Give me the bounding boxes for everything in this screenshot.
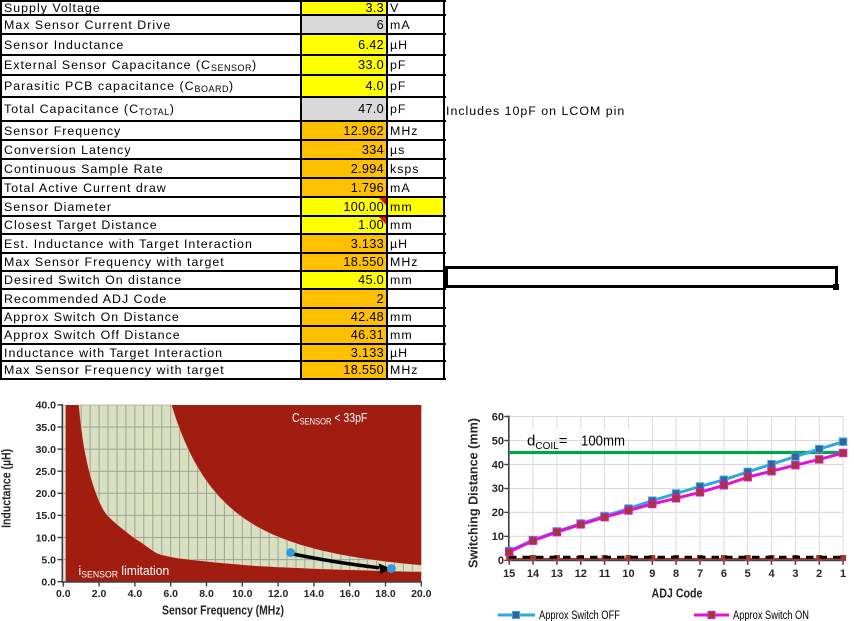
svg-text:9: 9 xyxy=(649,568,655,580)
svg-text:30.0: 30.0 xyxy=(36,444,57,456)
svg-text:40.0: 40.0 xyxy=(36,400,57,412)
svg-text:10.0: 10.0 xyxy=(36,532,57,544)
svg-text:1: 1 xyxy=(840,568,846,580)
svg-text:14: 14 xyxy=(527,568,540,580)
svg-text:16.0: 16.0 xyxy=(339,588,360,600)
svg-text:35.0: 35.0 xyxy=(36,422,57,434)
svg-text:40: 40 xyxy=(492,459,504,471)
svg-text:2: 2 xyxy=(816,568,822,580)
svg-text:Switching Distance (mm): Switching Distance (mm) xyxy=(467,418,481,568)
svg-text:18.0: 18.0 xyxy=(375,588,396,600)
svg-text:15: 15 xyxy=(503,568,515,580)
svg-text:4: 4 xyxy=(768,568,775,580)
svg-text:15.0: 15.0 xyxy=(36,510,57,522)
svg-text:25.0: 25.0 xyxy=(36,466,57,478)
svg-text:Approx Switch ON: Approx Switch ON xyxy=(733,610,809,621)
svg-text:11: 11 xyxy=(599,568,611,580)
svg-text:Inductance (µH): Inductance (µH) xyxy=(0,449,14,528)
svg-text:ADJ Code: ADJ Code xyxy=(652,587,703,601)
svg-text:10.0: 10.0 xyxy=(232,588,253,600)
svg-text:12: 12 xyxy=(575,568,587,580)
svg-text:13: 13 xyxy=(551,568,563,580)
svg-text:0: 0 xyxy=(498,555,504,567)
svg-text:20: 20 xyxy=(492,507,504,519)
svg-text:6: 6 xyxy=(721,568,727,580)
svg-text:3: 3 xyxy=(792,568,798,580)
svg-text:4.0: 4.0 xyxy=(128,588,143,600)
svg-text:10: 10 xyxy=(492,531,504,543)
svg-text:5.0: 5.0 xyxy=(41,554,56,566)
svg-text:8.0: 8.0 xyxy=(199,588,214,600)
svg-text:12.0: 12.0 xyxy=(268,588,289,600)
svg-text:20.0: 20.0 xyxy=(411,588,432,600)
svg-text:Approx Switch OFF: Approx Switch OFF xyxy=(539,610,620,621)
svg-text:0.0: 0.0 xyxy=(41,577,56,589)
svg-text:60: 60 xyxy=(492,411,504,423)
svg-text:50: 50 xyxy=(492,435,504,447)
svg-text:7: 7 xyxy=(697,568,703,580)
svg-text:20.0: 20.0 xyxy=(36,488,57,500)
svg-text:6.0: 6.0 xyxy=(163,588,178,600)
svg-text:2.0: 2.0 xyxy=(92,588,107,600)
svg-text:0.0: 0.0 xyxy=(56,588,71,600)
svg-text:14.0: 14.0 xyxy=(304,588,325,600)
svg-text:8: 8 xyxy=(673,568,679,580)
svg-text:5: 5 xyxy=(745,568,751,580)
svg-text:CSENSOR < 33pF: CSENSOR < 33pF xyxy=(292,412,367,426)
svg-text:30: 30 xyxy=(492,483,504,495)
svg-text:Sensor Frequency (MHz): Sensor Frequency (MHz) xyxy=(162,603,284,617)
svg-text:10: 10 xyxy=(622,568,634,580)
svg-text:100mm: 100mm xyxy=(581,434,625,450)
